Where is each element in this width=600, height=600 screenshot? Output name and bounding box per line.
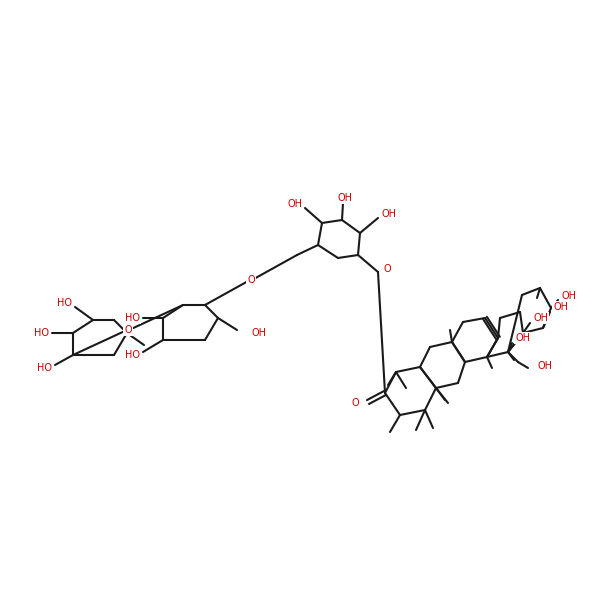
Text: O: O bbox=[124, 325, 132, 335]
Text: HO: HO bbox=[125, 350, 140, 360]
Text: HO: HO bbox=[125, 313, 140, 323]
Text: HO: HO bbox=[34, 328, 49, 338]
Text: OH: OH bbox=[287, 199, 302, 209]
Text: OH: OH bbox=[252, 328, 267, 338]
Text: O: O bbox=[247, 275, 255, 285]
Text: OH: OH bbox=[538, 361, 553, 371]
Text: OH: OH bbox=[533, 313, 548, 323]
Text: OH: OH bbox=[381, 209, 396, 219]
Text: OH: OH bbox=[337, 193, 353, 203]
Text: O: O bbox=[384, 264, 392, 274]
Text: HO: HO bbox=[37, 363, 52, 373]
Text: OH: OH bbox=[515, 333, 530, 343]
Text: HO: HO bbox=[57, 298, 72, 308]
Text: OH: OH bbox=[561, 291, 576, 301]
Text: O: O bbox=[352, 398, 359, 408]
Text: OH: OH bbox=[553, 302, 568, 312]
